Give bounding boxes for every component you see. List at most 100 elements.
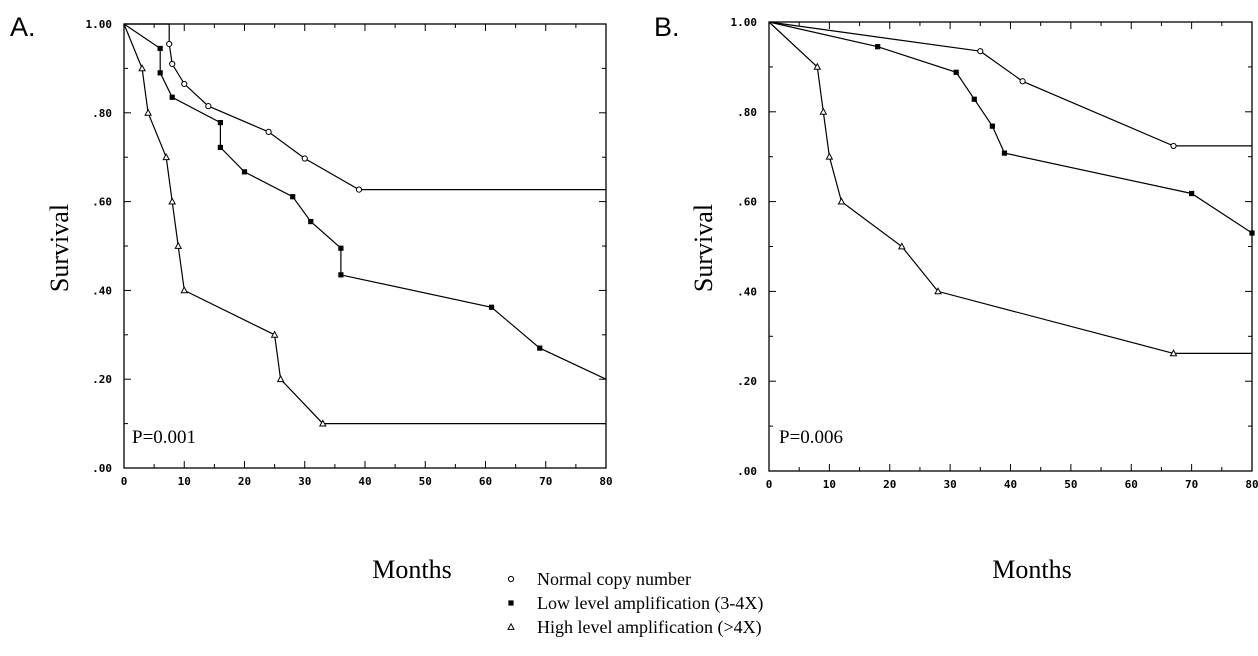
data-point-triangle — [168, 197, 177, 205]
data-point-triangle — [1169, 349, 1178, 357]
data-point-circle — [355, 186, 363, 193]
legend-label: Low level amplification (3-4X) — [537, 593, 763, 614]
data-point-circle — [1019, 78, 1026, 85]
data-point-square — [338, 272, 344, 278]
p-value-annotation: P=0.001 — [132, 427, 196, 448]
data-point-circle — [181, 80, 188, 88]
x-tick-label: 0 — [121, 475, 128, 488]
series-triangle — [123, 23, 606, 427]
data-point-square — [308, 218, 314, 225]
data-point-square — [217, 119, 223, 126]
data-point-square — [169, 94, 175, 100]
y-tick-label: .00 — [737, 465, 757, 478]
x-tick-label: 70 — [1185, 478, 1198, 491]
x-tick-label: 40 — [358, 475, 371, 488]
data-point-square — [1001, 150, 1008, 156]
legend-label: Normal copy number — [537, 569, 691, 589]
x-tick-label: 60 — [1125, 478, 1138, 491]
data-point-square — [488, 304, 495, 310]
data-point-triangle — [897, 242, 906, 250]
x-axis-title: Months — [372, 555, 451, 584]
legend-circle-marker — [507, 575, 515, 583]
x-tick-label: 60 — [479, 475, 492, 488]
data-point-square — [157, 45, 163, 52]
p-value-annotation: P=0.006 — [779, 427, 843, 448]
y-axis-title: Survival — [45, 204, 74, 292]
y-tick-label: .60 — [737, 196, 757, 209]
data-point-square — [1249, 230, 1255, 236]
data-point-square — [875, 44, 881, 50]
x-tick-label: 80 — [599, 475, 612, 488]
data-point-circle — [1170, 142, 1177, 150]
data-point-square — [290, 194, 296, 200]
data-point-triangle — [144, 108, 152, 116]
data-point-triangle — [819, 107, 828, 115]
data-point-square — [157, 70, 163, 76]
y-tick-label: .20 — [737, 375, 757, 388]
y-tick-label: .60 — [92, 196, 112, 209]
series-circle — [124, 23, 606, 193]
data-point-circle — [977, 48, 984, 55]
panel-a: A. 0 10 20 30 40 50 60 70 80 .00 .20 .40 .60 .80 1.00 Mo… — [10, 12, 613, 584]
series-line-square — [123, 23, 607, 380]
series-line-circle — [768, 21, 1252, 147]
legend-triangle-marker — [507, 622, 515, 630]
data-point-square — [537, 345, 543, 351]
x-tick-label: 30 — [298, 475, 311, 488]
y-tick-label: .40 — [737, 285, 757, 298]
series-line-triangle — [768, 21, 1252, 354]
y-tick-label: .40 — [92, 284, 112, 297]
series-line-circle — [124, 23, 606, 191]
data-point-triangle — [934, 287, 942, 295]
x-tick-label: 20 — [883, 478, 896, 491]
y-tick-label: .00 — [92, 462, 112, 475]
legend-square-marker — [508, 600, 514, 606]
data-point-triangle — [837, 197, 846, 205]
data-point-square — [971, 96, 977, 102]
data-point-triangle — [825, 152, 834, 160]
x-tick-label: 70 — [539, 475, 552, 488]
data-point-triangle — [318, 419, 327, 427]
y-tick-label: .20 — [92, 373, 112, 386]
data-point-circle — [169, 60, 176, 68]
data-point-square — [338, 245, 344, 251]
x-tick-label: 40 — [1004, 478, 1017, 491]
x-tick-label: 10 — [178, 475, 191, 488]
data-point-triangle — [162, 152, 171, 161]
plot-frame — [123, 23, 607, 469]
x-tick-label: 50 — [1064, 478, 1077, 491]
data-point-square — [241, 169, 248, 175]
y-tick-label: .80 — [737, 106, 757, 119]
data-point-square — [953, 69, 959, 75]
data-point-triangle — [813, 62, 822, 70]
data-point-circle — [205, 103, 212, 110]
data-point-circle — [166, 40, 173, 48]
x-tick-label: 50 — [419, 475, 432, 488]
series-line-square — [768, 21, 1253, 234]
panel-label: A. — [10, 12, 36, 42]
data-point-triangle — [270, 330, 279, 338]
data-point-square — [989, 123, 995, 129]
data-point-triangle — [276, 374, 285, 383]
y-tick-label: .80 — [92, 107, 112, 120]
series-triangle — [768, 21, 1252, 357]
data-point-triangle — [180, 286, 189, 294]
y-tick-label: 1.00 — [86, 18, 113, 31]
x-tick-label: 0 — [766, 478, 773, 491]
panel-b: B. 0 10 20 30 40 50 60 70 80 .00 .20 .40 .60 .80 1.00 Mo… — [654, 12, 1258, 584]
y-tick-label: 1.00 — [731, 16, 758, 29]
x-tick-label: 10 — [823, 478, 836, 491]
legend-label: High level amplification (>4X) — [537, 617, 762, 638]
series-circle — [768, 21, 1252, 150]
legend: Normal copy number Low level amplificatio… — [507, 569, 763, 638]
series-line-triangle — [123, 23, 606, 425]
x-tick-label: 20 — [238, 475, 251, 488]
y-axis-title: Survival — [689, 204, 718, 292]
plot-frame — [768, 21, 1253, 472]
series-square — [768, 21, 1255, 236]
data-point-triangle — [174, 241, 183, 249]
data-point-triangle — [138, 64, 146, 72]
data-point-square — [217, 144, 223, 151]
data-point-square — [1189, 190, 1195, 197]
